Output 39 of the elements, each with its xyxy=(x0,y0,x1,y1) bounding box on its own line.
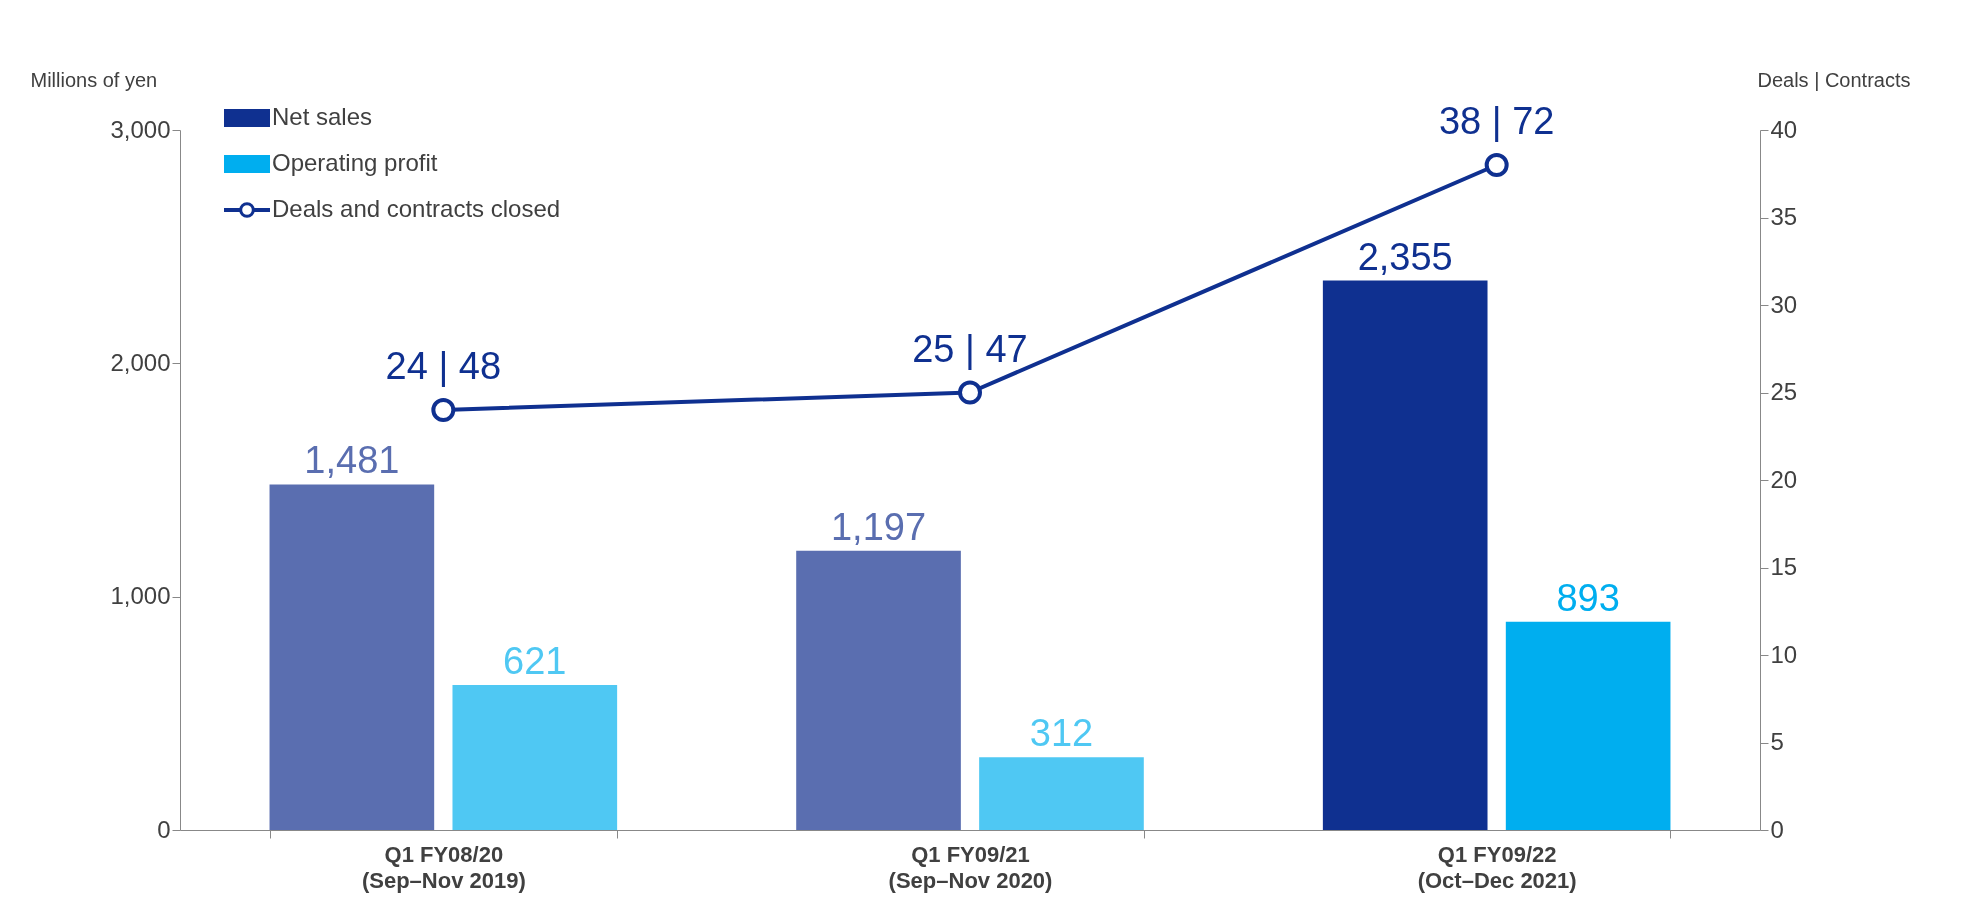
point xyxy=(1484,153,1509,177)
y2-tick-label: 40 xyxy=(1770,115,1798,143)
data-label: 1,197 xyxy=(830,505,927,548)
data-label: 312 xyxy=(1029,712,1094,755)
x-tick-label: Q1 FY09/22 (Oct–Dec 2021) xyxy=(1417,841,1577,893)
y-axis-title: Millions of yen xyxy=(30,68,158,91)
y2-axis-title: Deals | Contracts xyxy=(1757,68,1911,91)
legend-label: Net sales xyxy=(272,103,373,130)
x-tick-label: Q1 FY09/21 (Sep–Nov 2020) xyxy=(888,841,1053,893)
y2-tick-label: 30 xyxy=(1770,290,1798,318)
y2-tick-label: 5 xyxy=(1770,728,1784,755)
point xyxy=(431,398,456,422)
bar xyxy=(979,757,1144,830)
data-label: 893 xyxy=(1556,576,1620,619)
y2-tick-label: 15 xyxy=(1770,553,1798,580)
y-tick-label: 0 xyxy=(157,815,171,843)
bar xyxy=(452,685,618,830)
bar xyxy=(796,550,961,830)
bar xyxy=(1505,621,1671,830)
y-tick-label: 2,000 xyxy=(110,348,171,376)
point xyxy=(958,380,982,405)
data-label: 38 | 72 xyxy=(1438,100,1555,142)
data-label: 24 | 48 xyxy=(385,345,502,387)
data-label: 1,481 xyxy=(304,439,400,482)
y2-tick-label: 0 xyxy=(1770,815,1784,843)
x-tick-label: Q1 FY08/20 (Sep–Nov 2019) xyxy=(361,841,526,893)
y-tick-label: 1,000 xyxy=(110,582,171,610)
data-label: 2,355 xyxy=(1357,235,1453,278)
bar xyxy=(1322,280,1488,830)
data-label: 621 xyxy=(503,640,567,683)
y2-tick-label: 25 xyxy=(1770,378,1798,405)
legend-label: Operating profit xyxy=(272,149,438,176)
data-label: 25 | 47 xyxy=(912,327,1028,370)
y2-tick-label: 35 xyxy=(1770,203,1798,230)
y-tick-label: 3,000 xyxy=(110,115,171,143)
y2-tick-label: 20 xyxy=(1770,465,1798,493)
y2-tick-label: 10 xyxy=(1770,640,1798,668)
bar xyxy=(269,484,435,830)
legend-label: Deals and contracts closed xyxy=(272,195,561,222)
